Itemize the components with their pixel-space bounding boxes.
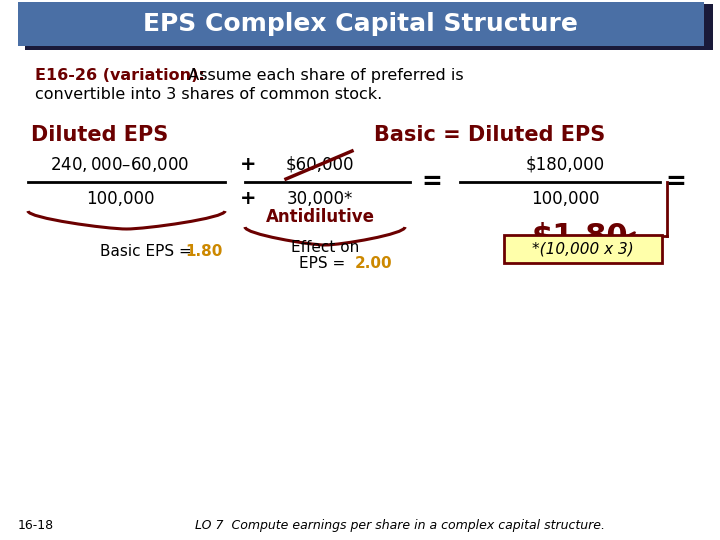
Text: 30,000*: 30,000* — [287, 190, 354, 208]
Text: $60,000: $60,000 — [286, 156, 354, 174]
FancyBboxPatch shape — [18, 2, 704, 46]
Text: EPS Complex Capital Structure: EPS Complex Capital Structure — [143, 12, 577, 36]
Text: +: + — [240, 190, 256, 208]
Text: $1.80: $1.80 — [531, 221, 629, 251]
Text: *(10,000 x 3): *(10,000 x 3) — [532, 241, 634, 256]
Text: E16-26 (variation):: E16-26 (variation): — [35, 68, 204, 83]
Text: Effect on: Effect on — [291, 240, 359, 254]
Text: +: + — [240, 156, 256, 174]
Text: $180,000: $180,000 — [526, 156, 605, 174]
Text: 16-18: 16-18 — [18, 519, 54, 532]
Text: Assume each share of preferred is: Assume each share of preferred is — [178, 68, 464, 83]
Text: 100,000: 100,000 — [86, 190, 154, 208]
Text: Basic EPS =: Basic EPS = — [100, 244, 197, 259]
Text: 100,000: 100,000 — [531, 190, 599, 208]
Text: Basic = Diluted EPS: Basic = Diluted EPS — [374, 125, 606, 145]
Text: convertible into 3 shares of common stock.: convertible into 3 shares of common stoc… — [35, 87, 382, 102]
Text: $240,000 – $60,000: $240,000 – $60,000 — [50, 156, 189, 174]
Text: Diluted EPS: Diluted EPS — [32, 125, 168, 145]
FancyBboxPatch shape — [25, 4, 713, 50]
Text: Antidilutive: Antidilutive — [266, 208, 374, 226]
FancyBboxPatch shape — [504, 235, 662, 263]
Text: EPS =: EPS = — [300, 255, 351, 271]
Text: 1.80: 1.80 — [185, 244, 222, 259]
Text: =: = — [665, 170, 686, 194]
Text: =: = — [422, 170, 442, 194]
Text: LO 7  Compute earnings per share in a complex capital structure.: LO 7 Compute earnings per share in a com… — [195, 519, 605, 532]
Text: 2.00: 2.00 — [355, 255, 392, 271]
